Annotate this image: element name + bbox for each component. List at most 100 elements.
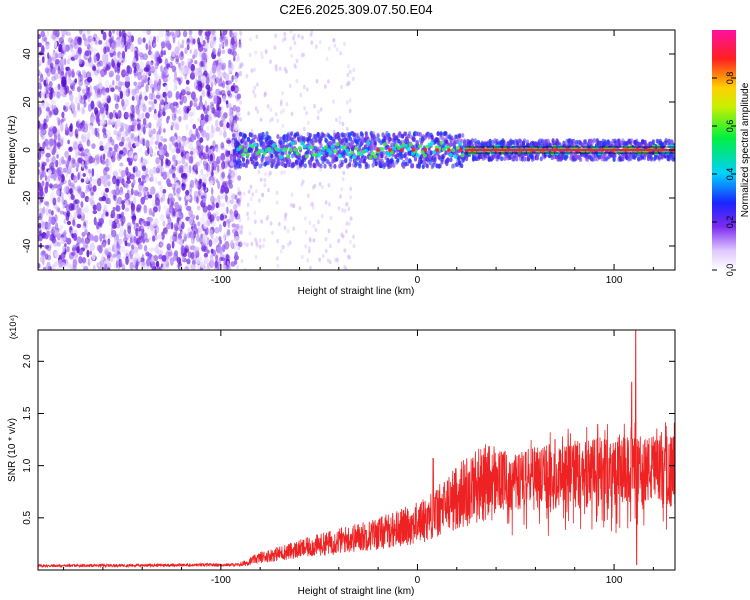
noise-dot [186, 205, 192, 212]
noise-dot [198, 125, 202, 131]
noise-dot [115, 222, 121, 229]
noise-dot [205, 161, 209, 171]
noise-dot [121, 263, 125, 269]
noise-dot [270, 117, 274, 122]
noise-dot [148, 79, 153, 85]
signal-core-dot [394, 143, 399, 148]
noise-dot [349, 239, 352, 244]
noise-dot [238, 39, 242, 48]
noise-dot [305, 111, 309, 116]
noise-dot [142, 37, 146, 43]
signal-core-dot [297, 146, 302, 151]
noise-dot [306, 258, 310, 263]
signal-band-dot [603, 139, 607, 145]
signal-core-dot [349, 150, 354, 155]
noise-dot [62, 232, 66, 237]
noise-dot [335, 47, 339, 52]
noise-dot [140, 196, 145, 205]
noise-dot [340, 187, 344, 192]
noise-dot [107, 267, 111, 270]
noise-dot [185, 113, 188, 121]
noise-dot [174, 71, 177, 80]
signal-band-dot [358, 163, 362, 169]
noise-dot [107, 46, 110, 53]
noise-dot [143, 204, 147, 211]
noise-dot [218, 72, 224, 78]
noise-dot [348, 108, 352, 114]
noise-dot [131, 95, 135, 101]
noise-dot [228, 63, 232, 69]
noise-dot [185, 189, 190, 196]
noise-dot [53, 261, 58, 267]
noise-dot [156, 266, 161, 270]
noise-dot [301, 35, 304, 40]
noise-dot [200, 216, 206, 225]
noise-dot [148, 92, 154, 101]
noise-dot [156, 225, 160, 234]
noise-dot [130, 133, 135, 139]
noise-dot [351, 76, 355, 82]
noise-dot [87, 197, 93, 202]
noise-dot [284, 213, 287, 219]
noise-dot [230, 32, 235, 38]
noise-dot [185, 86, 190, 92]
noise-dot [116, 118, 121, 127]
noise-dot [104, 79, 110, 88]
noise-dot [89, 200, 95, 207]
noise-dot [121, 50, 126, 59]
noise-dot [190, 252, 195, 260]
signal-band-dot [265, 131, 269, 137]
noise-dot [177, 40, 180, 46]
noise-dot [65, 31, 71, 36]
noise-dot [204, 100, 208, 108]
noise-dot [160, 50, 164, 58]
noise-dot [328, 46, 331, 51]
noise-dot [177, 210, 181, 219]
noise-dot [217, 106, 222, 111]
signal-band-dot [323, 133, 327, 139]
noise-dot [84, 148, 90, 154]
noise-dot [347, 63, 350, 69]
noise-dot [179, 164, 185, 173]
signal-core-dot [368, 155, 373, 160]
noise-dot [80, 190, 84, 199]
signal-band-dot [386, 157, 390, 163]
noise-dot [218, 91, 223, 96]
noise-dot [129, 237, 133, 244]
noise-dot [308, 245, 311, 251]
noise-dot [46, 112, 50, 121]
signal-band-dot [341, 159, 345, 165]
noise-dot [173, 207, 179, 213]
noise-dot [127, 31, 131, 37]
noise-dot [246, 242, 249, 248]
noise-dot [138, 147, 142, 153]
signal-band-dot [314, 138, 318, 143]
noise-dot [283, 170, 286, 175]
spectrogram-xlabel: Height of straight line (km) [298, 286, 415, 297]
noise-dot [88, 182, 92, 191]
noise-dot [39, 211, 44, 218]
noise-dot [204, 61, 208, 71]
noise-dot [150, 136, 155, 141]
noise-dot [110, 40, 116, 49]
noise-dot [101, 255, 105, 261]
noise-dot [39, 256, 44, 263]
noise-dot [69, 182, 75, 187]
noise-dot [133, 81, 138, 87]
noise-dot [296, 166, 300, 171]
noise-dot [195, 105, 201, 111]
noise-dot [142, 158, 148, 165]
signal-core-dot [271, 143, 276, 148]
noise-dot [92, 204, 98, 211]
noise-dot [107, 238, 111, 246]
noise-dot [239, 230, 243, 235]
noise-dot [252, 89, 255, 95]
noise-dot [98, 76, 102, 84]
noise-dot [256, 109, 260, 115]
noise-dot [106, 262, 112, 269]
noise-dot [248, 231, 252, 236]
noise-dot [41, 164, 45, 172]
noise-dot [220, 202, 225, 208]
noise-dot [292, 36, 295, 41]
noise-dot [124, 112, 130, 119]
